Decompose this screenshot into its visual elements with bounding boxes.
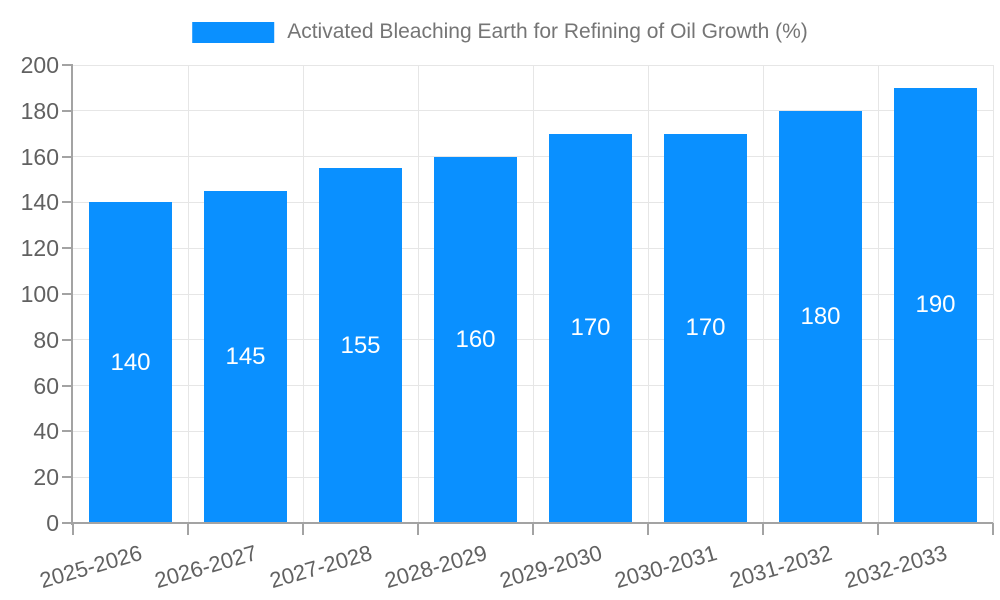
x-axis-tick xyxy=(762,523,764,535)
x-axis-label: 2031-2032 xyxy=(727,540,836,594)
x-axis-label: 2027-2028 xyxy=(267,540,376,594)
bar-value-label: 140 xyxy=(110,348,151,376)
y-axis-label: 100 xyxy=(20,281,59,307)
bar-value-label: 145 xyxy=(225,342,266,370)
bar[interactable] xyxy=(319,168,402,523)
gridline-vertical xyxy=(992,65,994,523)
bar-value-label: 160 xyxy=(455,325,496,353)
y-axis-tick xyxy=(62,338,73,341)
bar-value-label: 190 xyxy=(915,291,956,319)
gridline-vertical xyxy=(417,65,419,523)
bar-value-label: 170 xyxy=(685,314,726,342)
x-axis-label: 2030-2031 xyxy=(612,540,721,594)
bar[interactable] xyxy=(549,133,632,523)
bar[interactable] xyxy=(779,110,862,523)
x-axis-line xyxy=(62,522,993,524)
y-axis-label: 0 xyxy=(46,510,59,536)
gridline-vertical xyxy=(647,65,649,523)
gridline-vertical xyxy=(532,65,534,523)
y-axis-label: 160 xyxy=(20,143,59,170)
gridline-vertical xyxy=(302,65,304,523)
y-axis-label: 20 xyxy=(33,464,59,491)
y-axis-tick xyxy=(62,384,73,387)
x-axis-label: 2028-2029 xyxy=(382,540,491,594)
y-axis-label: 200 xyxy=(20,52,59,78)
bar[interactable] xyxy=(434,156,517,523)
bar[interactable] xyxy=(664,133,747,523)
legend-label: Activated Bleaching Earth for Refining o… xyxy=(287,20,808,43)
x-axis-tick xyxy=(302,523,304,535)
y-axis-label: 80 xyxy=(33,326,59,353)
x-axis-tick xyxy=(187,523,189,535)
gridline-vertical xyxy=(877,65,879,523)
bar[interactable] xyxy=(894,87,977,523)
y-axis-tick xyxy=(62,247,73,250)
bar[interactable] xyxy=(89,202,172,523)
y-axis-label: 140 xyxy=(20,189,59,216)
legend[interactable]: Activated Bleaching Earth for Refining o… xyxy=(192,19,808,45)
y-axis-label: 120 xyxy=(20,235,59,262)
x-axis-tick xyxy=(417,523,419,535)
y-axis-tick xyxy=(62,155,73,158)
y-axis-tick xyxy=(62,430,73,433)
x-axis-label: 2025-2026 xyxy=(37,540,146,594)
bar[interactable] xyxy=(204,190,287,523)
y-axis-tick xyxy=(62,293,73,295)
y-axis-tick xyxy=(62,64,73,66)
legend-swatch[interactable] xyxy=(192,21,275,43)
x-axis-label: 2032-2033 xyxy=(842,540,951,594)
y-axis-tick xyxy=(62,476,73,479)
bar-value-label: 180 xyxy=(800,302,841,330)
y-axis-label: 60 xyxy=(33,372,59,399)
x-axis-tick xyxy=(72,523,74,535)
y-axis-line xyxy=(71,65,73,525)
y-axis-tick xyxy=(62,201,73,204)
gridline-vertical xyxy=(762,65,764,523)
x-axis-tick xyxy=(532,523,534,535)
x-axis-label: 2026-2027 xyxy=(152,540,261,594)
y-axis-label: 180 xyxy=(20,97,59,124)
gridline-vertical xyxy=(187,65,189,523)
y-axis-tick xyxy=(62,109,73,112)
x-axis-tick xyxy=(647,523,649,535)
bar-value-label: 170 xyxy=(570,314,611,342)
x-axis-tick xyxy=(877,523,879,535)
y-axis-label: 40 xyxy=(33,418,59,445)
x-axis-tick xyxy=(992,523,994,535)
bar-value-label: 155 xyxy=(340,331,381,359)
x-axis-label: 2029-2030 xyxy=(497,540,606,594)
